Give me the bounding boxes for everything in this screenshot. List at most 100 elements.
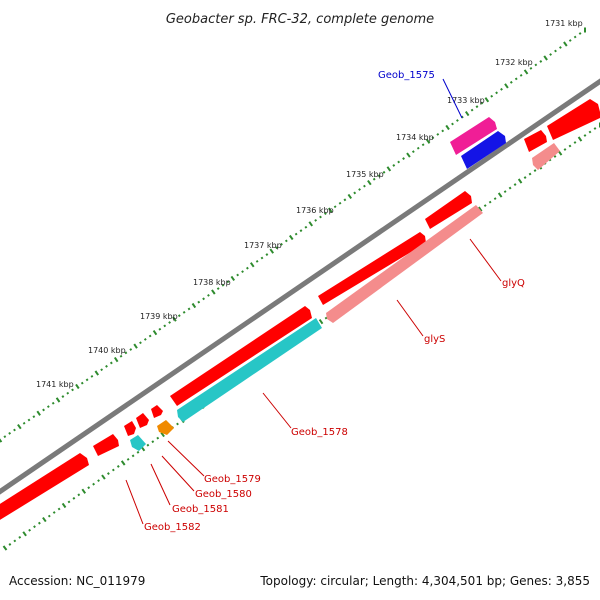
outer-tick-mark [490, 94, 494, 98]
outer-tick-mark [308, 221, 314, 227]
outer-tick-mark [445, 124, 450, 131]
outer-tick-mark [319, 215, 322, 219]
tick-label-1733: 1733 kbp [447, 96, 485, 105]
outer-tick-mark [382, 170, 386, 174]
tick-label-1739: 1739 kbp [140, 312, 178, 321]
inner-tick-mark [488, 200, 492, 204]
outer-tick-mark [495, 91, 499, 95]
inner-tick-mark [593, 127, 597, 130]
tick-labels: 1731 kbp 1732 kbp 1733 kbp 1734 kbp 1735… [36, 19, 583, 389]
inner-tick-mark [18, 535, 22, 539]
outer-tick-mark [280, 242, 283, 246]
inner-tick-mark [120, 460, 126, 466]
outer-tick-mark [143, 338, 147, 341]
outer-tick-mark [386, 166, 392, 172]
outer-tick-mark [133, 343, 138, 349]
inner-tick-mark [47, 514, 51, 518]
gene-rna [177, 318, 322, 422]
outer-tick-mark [470, 108, 474, 112]
gene-forward [524, 130, 547, 152]
inner-tick-mark [97, 479, 100, 482]
outer-tick-mark [61, 395, 65, 398]
outer-tick-mark [441, 129, 445, 133]
outer-tick-mark [573, 35, 577, 39]
outer-tick-mark [284, 239, 288, 243]
tick-label-1736: 1736 kbp [296, 206, 334, 215]
outer-tick-mark [80, 381, 84, 385]
outer-tick-mark [152, 330, 158, 336]
outer-tick-mark [36, 410, 41, 416]
gene-label-geob-1580[interactable]: Geob_1580 [195, 489, 252, 500]
leader-geob-1582 [125, 479, 144, 525]
outer-tick-mark [367, 180, 372, 186]
outer-tick-mark [158, 327, 162, 331]
tick-label-1731: 1731 kbp [545, 19, 583, 28]
genome-backbone [0, 78, 600, 495]
gene-label-geob-1578[interactable]: Geob_1578 [291, 427, 348, 438]
outer-tick-mark [236, 273, 240, 277]
outer-tick-mark [172, 316, 177, 322]
gene-label-glyq[interactable]: glyQ [502, 278, 525, 289]
gene-pink [450, 117, 497, 155]
outer-tick-mark [90, 375, 94, 378]
tick-label-1737: 1737 kbp [244, 241, 282, 250]
outer-tick-mark [197, 300, 201, 304]
outer-tick-mark [372, 177, 376, 181]
outer-tick-mark [425, 138, 431, 144]
outer-tick-mark [109, 361, 113, 365]
tick-label-1738: 1738 kbp [193, 278, 231, 287]
forward-genes [0, 99, 600, 520]
inner-tick-mark [517, 178, 523, 184]
outer-tick-mark [363, 184, 366, 188]
gene-label-glys[interactable]: glyS [424, 334, 445, 345]
inner-tick-mark [57, 507, 61, 511]
leader-glyq [469, 238, 502, 282]
outer-tick-mark [500, 87, 503, 91]
accession-text: Accession: NC_011979 [9, 574, 145, 588]
gene-label-geob-1575[interactable]: Geob_1575 [378, 70, 435, 81]
inner-tick-mark [503, 190, 507, 193]
gene-forward [0, 453, 89, 520]
inner-tick-mark [563, 148, 567, 151]
gene-label-geob-1579[interactable]: Geob_1579 [204, 474, 261, 485]
outer-tick-mark [119, 354, 123, 358]
tick-label-1735: 1735 kbp [346, 170, 384, 179]
inner-tick-mark [67, 500, 71, 504]
leader-geob-1578 [262, 392, 292, 429]
outer-tick-mark [265, 253, 269, 256]
outer-tick-mark [216, 287, 220, 290]
gene-forward [170, 306, 312, 406]
outer-tick-mark [406, 152, 411, 158]
inner-tick-mark [508, 186, 512, 190]
inner-tick-mark [101, 474, 106, 480]
outer-tick-mark [94, 370, 100, 376]
gene-label-geob-1581[interactable]: Geob_1581 [172, 504, 229, 515]
outer-tick-mark [0, 438, 3, 443]
inner-tick-mark [533, 169, 537, 172]
inner-tick-mark [568, 144, 572, 148]
outer-tick-mark [431, 136, 435, 140]
outer-tick-mark [42, 408, 45, 412]
gene-label-geob-1582[interactable]: Geob_1582 [144, 522, 201, 533]
outer-tick-mark [260, 256, 264, 260]
outer-tick-mark [3, 435, 7, 439]
outer-tick-mark [523, 69, 529, 75]
inner-tick-mark [583, 134, 587, 137]
inner-tick-mark [81, 488, 87, 494]
inner-tick-mark [497, 192, 503, 198]
outer-tick-mark [182, 310, 186, 314]
outer-tick-mark [75, 383, 80, 390]
outer-tick-mark [177, 314, 181, 318]
outer-tick-mark [13, 428, 16, 432]
gene-forward [93, 434, 119, 456]
inner-tick-mark [523, 176, 527, 179]
inner-tick-mark [318, 319, 324, 325]
outer-tick-mark [327, 207, 333, 213]
outer-tick-mark [333, 205, 337, 209]
outer-tick-mark [51, 401, 55, 405]
outer-tick-mark [377, 174, 381, 178]
outer-tick-mark [275, 246, 279, 250]
outer-tick-mark [211, 289, 216, 295]
highlight-genes [450, 117, 506, 169]
outer-tick-mark [323, 212, 327, 215]
